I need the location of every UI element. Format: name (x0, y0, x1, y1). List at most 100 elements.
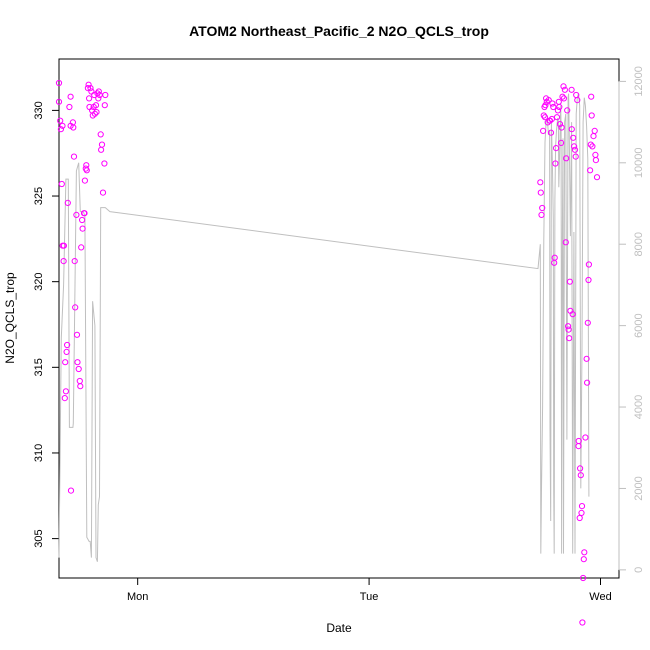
data-point (566, 335, 573, 342)
data-point (62, 359, 69, 366)
data-point (91, 110, 99, 117)
data-point (584, 319, 591, 326)
data-point (590, 133, 597, 140)
data-point (81, 177, 89, 184)
data-point (560, 83, 567, 90)
data-point (58, 180, 65, 188)
data-point (88, 88, 95, 95)
x-tick-label: Tue (360, 591, 379, 603)
x-tick-label: Mon (127, 591, 148, 603)
data-point (565, 323, 572, 330)
data-point (98, 141, 106, 148)
y2-tick-label: 8000 (633, 232, 645, 256)
data-point (574, 97, 581, 104)
data-point (73, 211, 80, 218)
data-point (87, 85, 94, 92)
data-point (551, 254, 558, 261)
y2-tick-label: 0 (633, 567, 645, 573)
data-point (553, 114, 561, 121)
data-point (539, 204, 546, 212)
data-point (61, 395, 68, 402)
data-point (66, 103, 73, 111)
data-point (72, 304, 79, 311)
y-tick-label: 305 (33, 529, 45, 547)
data-point (64, 341, 71, 349)
y-tick-label: 315 (33, 358, 45, 376)
data-point (587, 141, 594, 148)
plot-frame (58, 58, 620, 579)
data-point (585, 261, 593, 268)
data-point (99, 189, 107, 196)
data-point (584, 379, 591, 386)
data-point (555, 98, 562, 105)
line-series (58, 93, 590, 562)
data-point (538, 211, 545, 218)
data-point (67, 487, 75, 494)
data-point (63, 348, 70, 355)
data-point (591, 127, 598, 134)
data-point (550, 103, 557, 111)
data-point (589, 143, 596, 150)
point-series (55, 79, 601, 626)
data-point (572, 153, 579, 160)
chart-title: ATOM2 Northeast_Pacific_2 N2O_QCLS_trop (189, 23, 489, 39)
data-point (75, 365, 82, 373)
data-point (79, 225, 86, 232)
data-point (86, 95, 93, 102)
data-point (541, 114, 549, 121)
data-point (571, 146, 579, 153)
data-point (593, 174, 601, 181)
data-point (582, 434, 589, 441)
data-point (55, 98, 63, 105)
data-point (554, 107, 562, 114)
y2-tick-label: 6000 (633, 313, 645, 337)
y2-tick-label: 2000 (633, 476, 645, 500)
data-point (553, 145, 560, 152)
data-point (549, 100, 556, 107)
data-point (85, 81, 92, 88)
series-line-path (58, 93, 590, 562)
data-point (583, 355, 590, 362)
data-point (576, 514, 583, 522)
data-point (546, 117, 554, 124)
right-y-axis: 0 2000 4000 6000 8000 10000 12000 (618, 66, 645, 573)
data-point (101, 160, 108, 167)
data-point (537, 189, 544, 196)
data-point (64, 199, 71, 206)
data-point (568, 86, 575, 93)
data-point (571, 143, 578, 150)
y-axis: 305 310 315 320 325 330 (33, 101, 60, 548)
y-tick-label: 310 (33, 444, 45, 462)
data-point (580, 574, 587, 582)
data-point (568, 126, 575, 133)
y2-tick-label: 12000 (633, 66, 645, 97)
y2-tick-label: 4000 (633, 395, 645, 419)
data-point (545, 97, 552, 104)
data-point (552, 160, 559, 167)
data-point (588, 112, 595, 119)
data-point (67, 93, 74, 100)
data-point (77, 383, 84, 390)
data-point (580, 556, 587, 563)
data-point (570, 134, 577, 141)
data-point (578, 503, 586, 510)
data-point (559, 93, 566, 100)
x-axis-label: Date (326, 621, 352, 635)
y-tick-label: 325 (33, 187, 45, 205)
data-point (59, 122, 66, 129)
data-point (81, 210, 88, 217)
data-point (587, 167, 594, 174)
data-point (76, 377, 83, 385)
data-point (577, 465, 584, 472)
data-point (560, 95, 568, 102)
data-point (78, 244, 85, 251)
data-point (57, 117, 64, 124)
data-point (57, 126, 65, 133)
data-point (537, 179, 544, 186)
y2-tick-label: 10000 (633, 148, 645, 179)
data-point (542, 102, 549, 109)
y-tick-label: 330 (33, 101, 45, 119)
data-point (588, 93, 595, 100)
data-point (102, 91, 109, 99)
y-tick-label: 320 (33, 272, 45, 290)
